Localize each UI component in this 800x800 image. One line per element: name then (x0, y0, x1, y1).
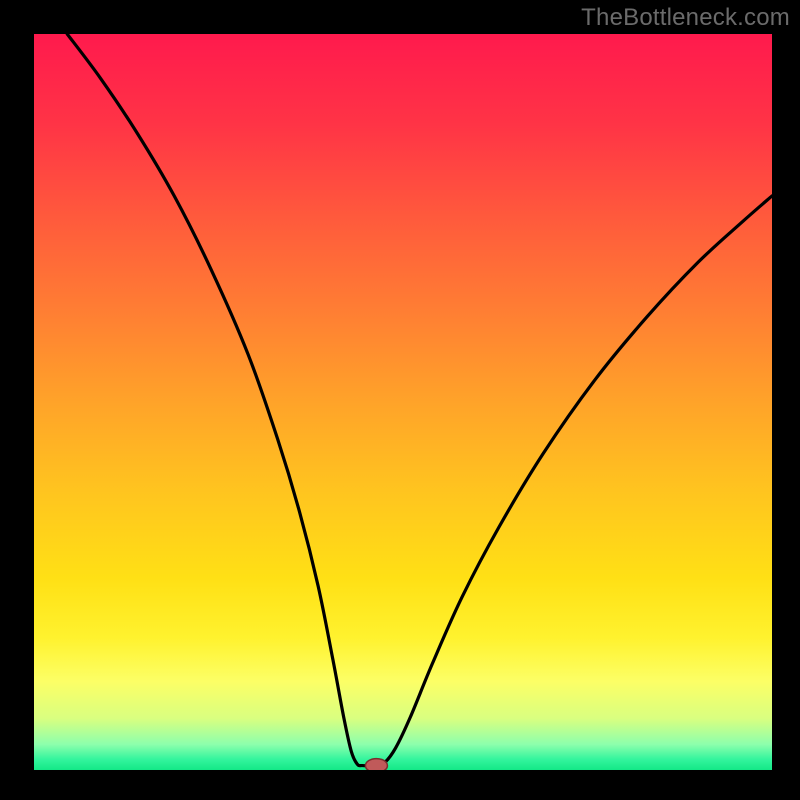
watermark-text: TheBottleneck.com (581, 4, 790, 32)
plot-area (34, 34, 772, 770)
min-marker (365, 759, 387, 770)
chart-svg (34, 34, 772, 770)
chart-frame: TheBottleneck.com (0, 0, 800, 800)
